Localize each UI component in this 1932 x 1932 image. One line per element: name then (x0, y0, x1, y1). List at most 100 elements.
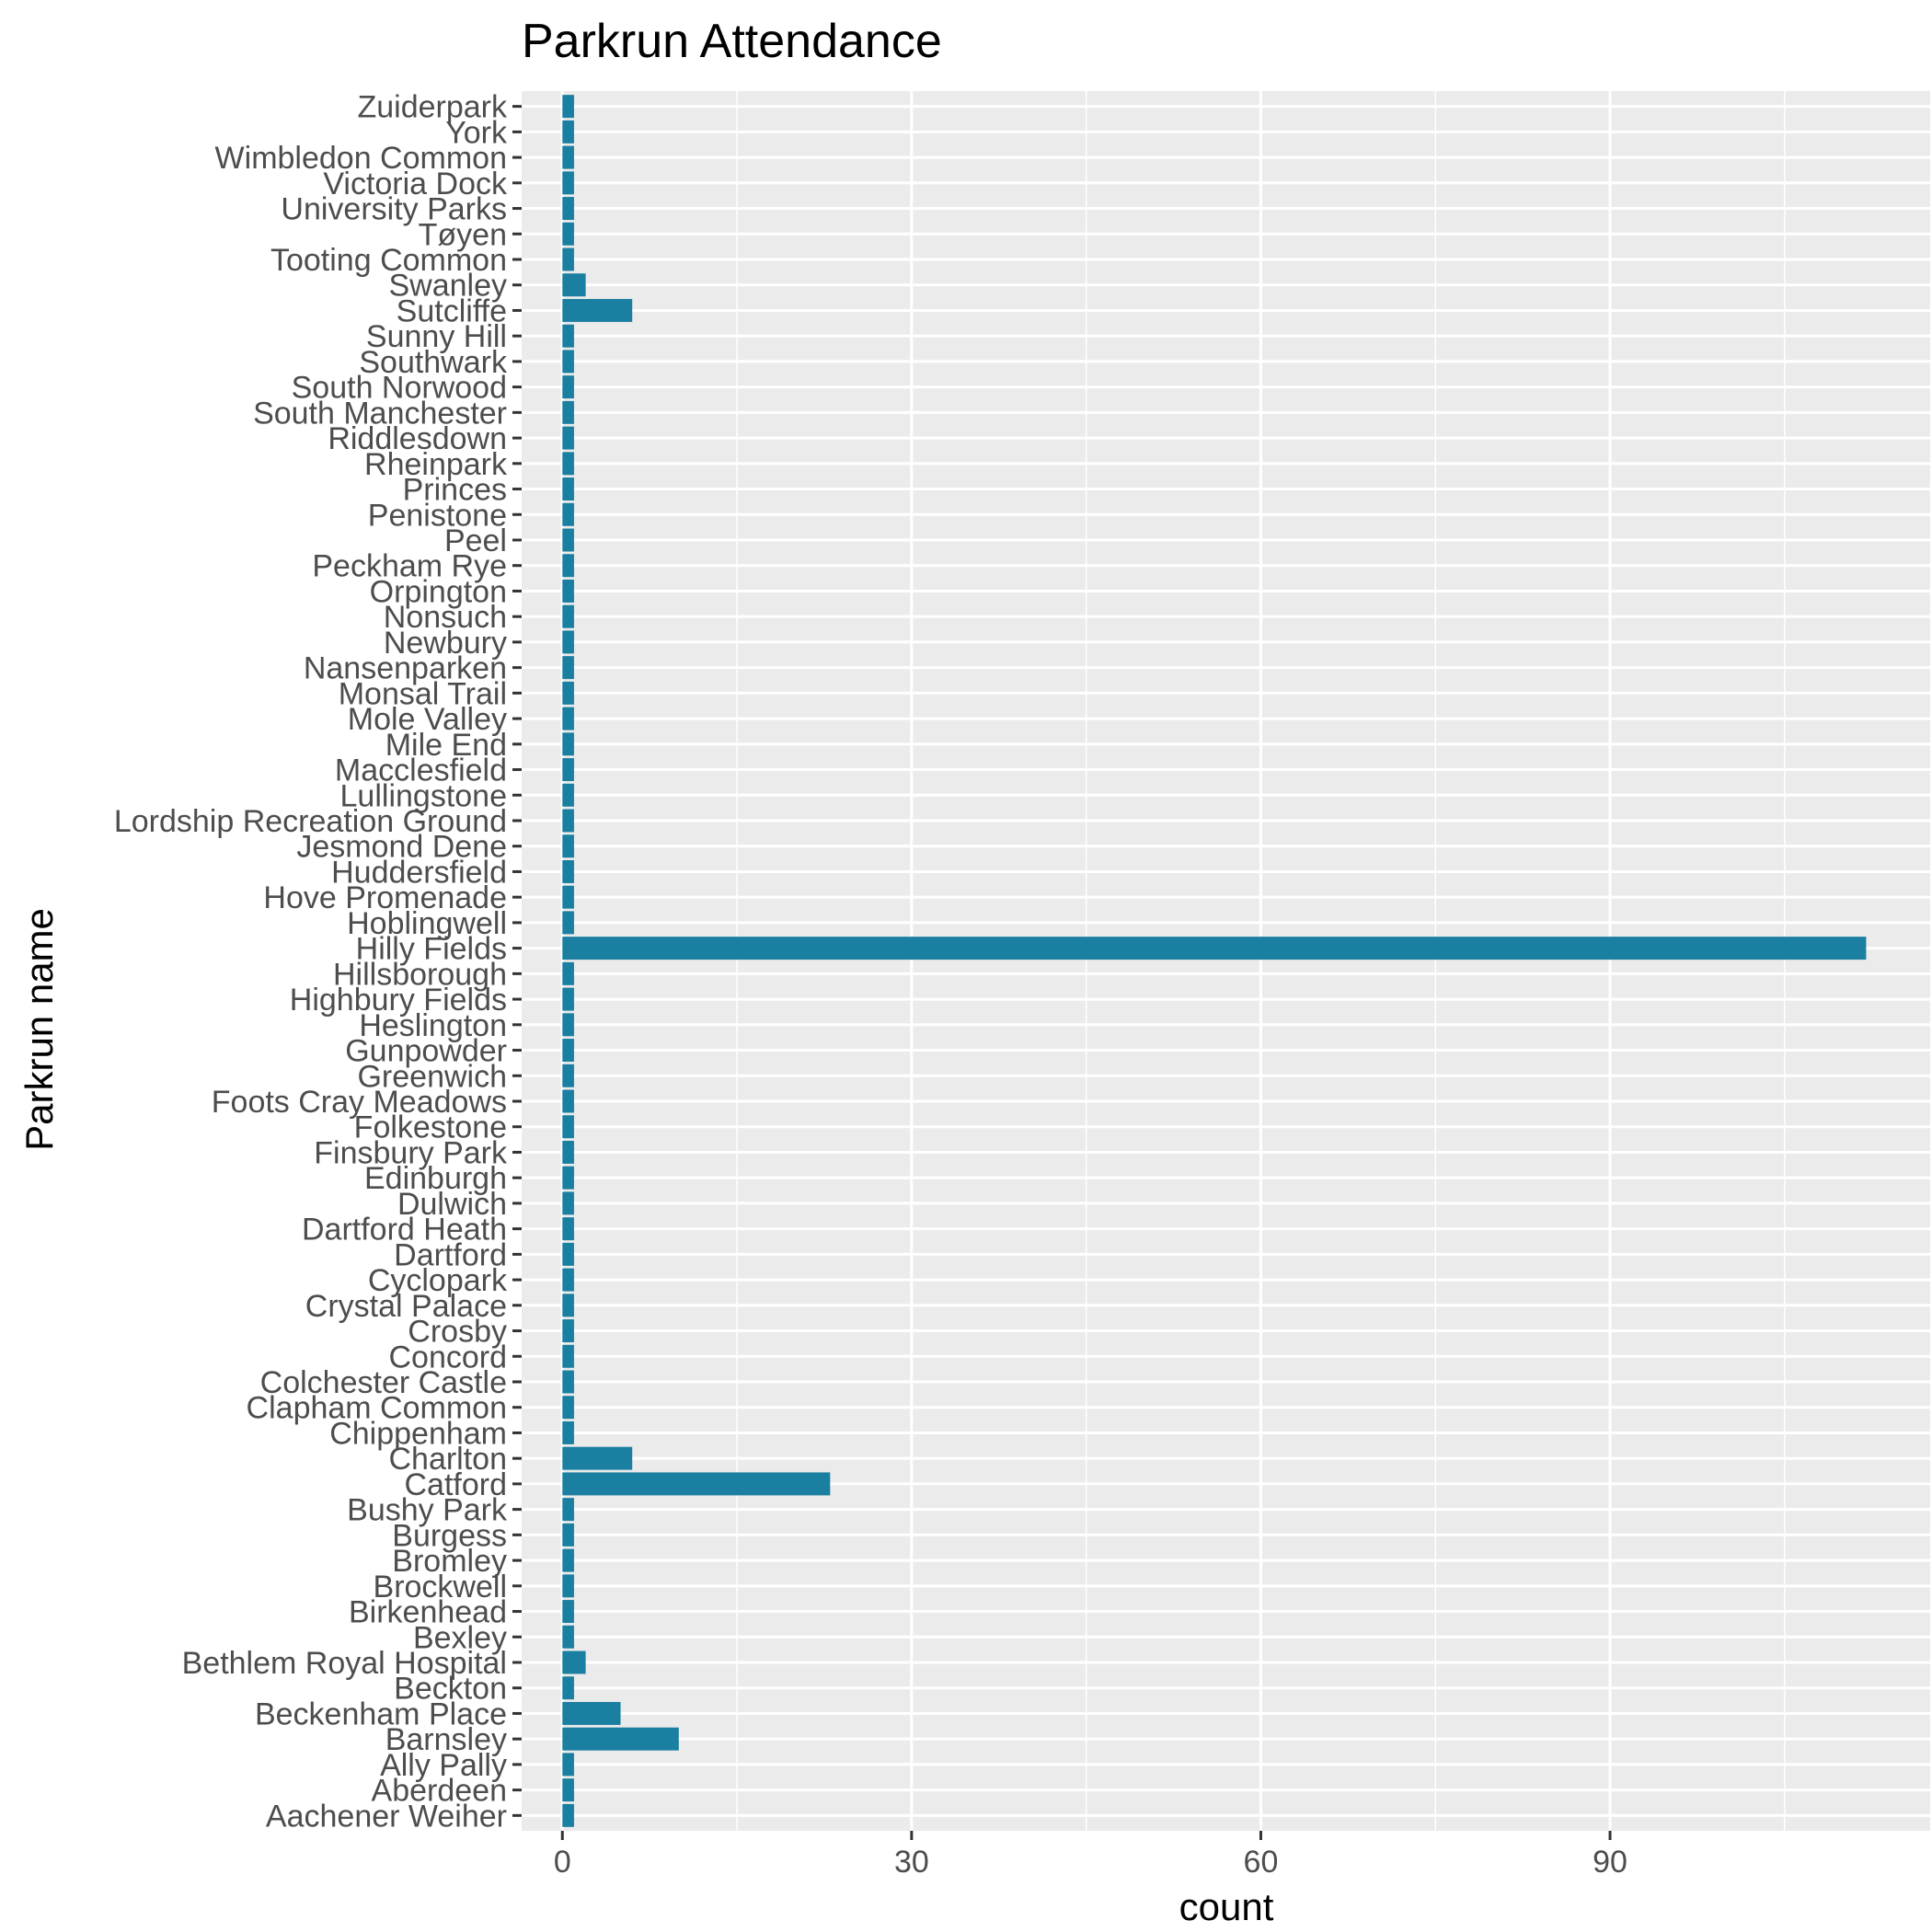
bar (562, 1753, 574, 1777)
y-tick-label: Jesmond Dene (296, 830, 507, 865)
y-tick-label: Catford (405, 1467, 508, 1502)
y-tick-label: Greenwich (357, 1059, 507, 1094)
y-tick-label: Monsal Trail (339, 676, 507, 711)
x-tick-label: 60 (1244, 1845, 1279, 1880)
bar (562, 1370, 574, 1394)
y-tick-label: Lullingstone (340, 778, 507, 813)
y-tick-label: Tøyen (419, 217, 507, 252)
y-tick-label: Folkestone (354, 1110, 507, 1145)
bar (562, 1523, 574, 1547)
y-tick-label: Tooting Common (270, 243, 507, 278)
y-tick-label: Brockwell (374, 1570, 507, 1604)
bar (562, 579, 574, 603)
bar (562, 1115, 574, 1139)
bar (562, 1268, 574, 1292)
bar (562, 604, 574, 628)
y-tick-label: York (445, 115, 508, 150)
bar (562, 1574, 574, 1598)
bars (562, 95, 1867, 1827)
y-tick-label: Crystal Palace (305, 1289, 507, 1324)
bar (562, 1294, 574, 1317)
bar (562, 681, 574, 705)
x-axis-title: count (1179, 1885, 1274, 1928)
bar (562, 1140, 574, 1164)
y-tick-label: Bushy Park (347, 1493, 508, 1528)
bar (562, 452, 574, 476)
y-tick-label: South Manchester (253, 396, 507, 431)
y-tick-label: Peel (444, 523, 507, 558)
bar (562, 630, 574, 654)
bar (562, 1039, 574, 1063)
bar (562, 1701, 621, 1725)
y-tick-label: Bethlem Royal Hospital (182, 1646, 507, 1681)
y-tick-label: Hoblingwell (347, 906, 507, 941)
bar (562, 375, 574, 399)
bar (562, 1676, 574, 1700)
bar (562, 1319, 574, 1343)
y-tick-label: Orpington (370, 574, 507, 609)
bar (562, 1242, 574, 1266)
bar (562, 859, 574, 883)
bar (562, 758, 574, 782)
y-tick-label: Peckham Rye (312, 549, 507, 584)
y-tick-label: Beckenham Place (255, 1696, 507, 1731)
bar (562, 1803, 574, 1827)
y-tick-label: Clapham Common (247, 1391, 507, 1426)
bar (562, 1344, 574, 1368)
bar (562, 95, 574, 119)
bar (562, 732, 574, 756)
x-axis: 0 30 60 90 (554, 1831, 1627, 1880)
y-tick-label: Highbury Fields (290, 983, 507, 1018)
y-tick-label: Macclesfield (335, 753, 507, 788)
bar (562, 350, 574, 374)
y-tick-label: Hillsborough (333, 957, 507, 992)
bar (562, 1472, 831, 1496)
y-tick-label: University Parks (281, 192, 507, 227)
y-tick-label: Dartford Heath (302, 1213, 507, 1248)
y-tick-label: Aachener Weiher (266, 1799, 507, 1834)
bar (562, 1600, 574, 1624)
bar (562, 1727, 679, 1751)
y-tick-label: Edinburgh (364, 1161, 507, 1196)
y-tick-label: Riddlesdown (328, 421, 507, 456)
y-tick-label: Charlton (388, 1442, 507, 1477)
y-tick-label: Finsbury Park (314, 1135, 508, 1170)
y-tick-label: Southwark (359, 345, 508, 380)
y-tick-label: Barnsley (385, 1722, 507, 1757)
y-tick-label: Nansenparken (304, 651, 507, 686)
major-gridlines (522, 91, 1930, 1831)
y-tick-label: Burgess (392, 1518, 507, 1553)
bar (562, 987, 574, 1011)
x-tick-label: 90 (1593, 1845, 1627, 1880)
y-tick-label: Bexley (413, 1620, 507, 1655)
y-tick-label: Huddersfield (331, 855, 507, 890)
bar (562, 426, 574, 450)
bar (562, 1548, 574, 1572)
bar (562, 298, 633, 322)
bar (562, 324, 574, 348)
y-tick-label: Princes (403, 473, 507, 508)
bar (562, 502, 574, 526)
y-tick-label: Hilly Fields (356, 932, 507, 967)
y-tick-label: Aberdeen (372, 1774, 507, 1809)
y-tick-label: Mile End (385, 728, 507, 763)
y-tick-label: Ally Pally (380, 1748, 507, 1783)
y-tick-label: Bromley (392, 1544, 507, 1579)
y-tick-label: Foots Cray Meadows (212, 1085, 507, 1120)
bar (562, 145, 574, 169)
bar (562, 1217, 574, 1241)
y-tick-label: Heslington (359, 1008, 507, 1043)
bar (562, 911, 574, 935)
bar (562, 400, 574, 424)
y-tick-label: Zuiderpark (357, 90, 508, 125)
bar (562, 1498, 574, 1522)
bar (562, 1778, 574, 1802)
y-tick-label: Sutcliffe (397, 293, 507, 328)
bar (562, 1191, 574, 1215)
bar (562, 1064, 574, 1087)
bar (562, 961, 574, 985)
y-tick-label: Dartford (394, 1237, 507, 1272)
bar (562, 1166, 574, 1190)
